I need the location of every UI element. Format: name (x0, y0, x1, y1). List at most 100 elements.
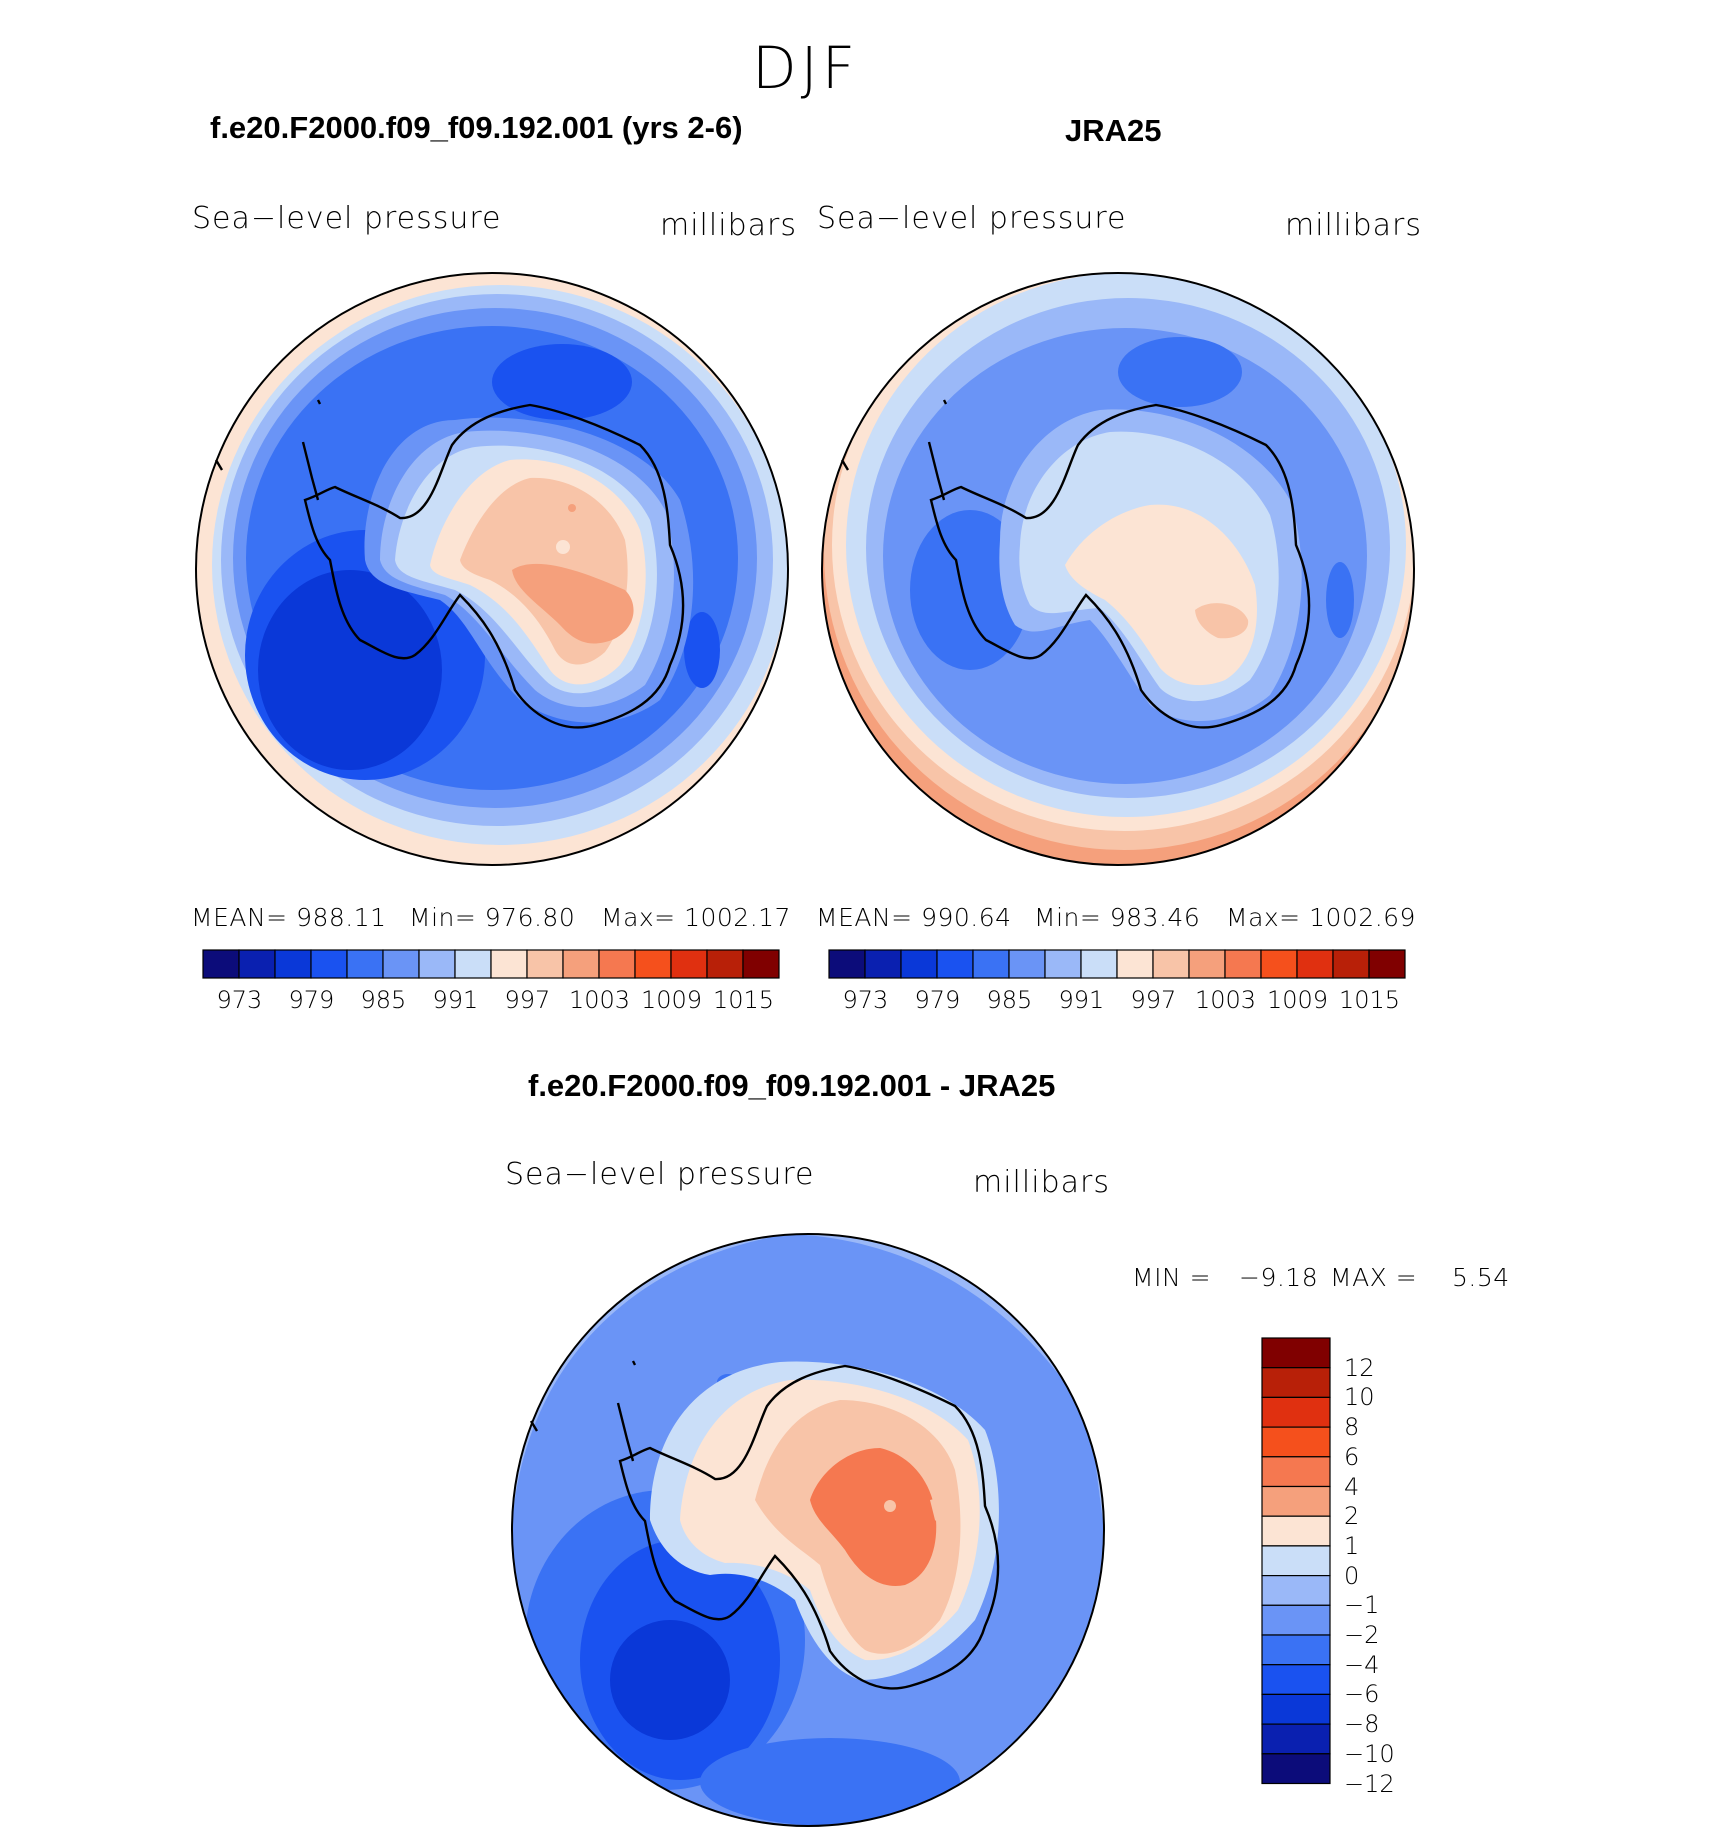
colorbar-difference-swatch (1261, 1485, 1331, 1517)
colorbar-model-tick-label: 985 (360, 986, 407, 1014)
colorbar-difference-tick-label: 1 (1344, 1531, 1360, 1560)
colorbar-difference-tick-label: −1 (1344, 1591, 1380, 1620)
colorbar-model-swatch (706, 949, 744, 979)
diff-max-label: MAX = (1330, 1263, 1418, 1292)
colorbar-difference-swatch (1261, 1753, 1331, 1785)
season-title: DJF (752, 34, 860, 102)
colorbar-obs-swatch (1224, 949, 1262, 979)
colorbar-model-swatch (742, 949, 780, 979)
colorbar-difference-tick-label: 10 (1344, 1383, 1375, 1412)
colorbar-model-tick-label: 997 (504, 986, 551, 1014)
colorbar-difference-tick-label: −6 (1344, 1680, 1380, 1709)
panel-model-title: f.e20.F2000.f09_f09.192.001 (yrs 2-6) (210, 110, 743, 145)
colorbar-obs-tick-label: 979 (914, 986, 961, 1014)
colorbar-difference-tick-label: 0 (1344, 1561, 1360, 1590)
colorbar-obs-swatch (1044, 949, 1082, 979)
colorbar-difference-tick-label: 4 (1344, 1472, 1360, 1501)
map-model (196, 273, 788, 865)
colorbar-difference-swatch (1261, 1574, 1331, 1606)
colorbar-obs-tick-label: 1003 (1195, 986, 1257, 1014)
colorbar-difference-swatch (1261, 1545, 1331, 1577)
panel-model-mean: MEAN= 988.11 (191, 903, 387, 932)
colorbar-obs-swatch (1296, 949, 1334, 979)
colorbar-model-tick-label: 1009 (641, 986, 703, 1014)
colorbar-difference-swatch (1261, 1604, 1331, 1636)
panel-model-left-label: Sea−level pressure (192, 201, 502, 236)
colorbar-obs-tick-label: 1015 (1339, 986, 1401, 1014)
panel-obs-mean: MEAN= 990.64 (816, 903, 1012, 932)
colorbar-obs-swatch (936, 949, 974, 979)
colorbar-model-tick-label: 991 (432, 986, 479, 1014)
panel-obs-max: Max= 1002.69 (1226, 903, 1416, 932)
colorbar-difference-swatch (1261, 1456, 1331, 1488)
colorbar-obs-tick-label: 1009 (1267, 986, 1329, 1014)
colorbar-obs-tick-label: 985 (986, 986, 1033, 1014)
colorbar-obs-tick-label: 991 (1058, 986, 1105, 1014)
colorbar-model-swatch (526, 949, 564, 979)
colorbar-difference-tick-label: −8 (1344, 1710, 1380, 1739)
antarctica-coastline-model (303, 403, 685, 729)
diff-min-label: MIN = (1132, 1263, 1212, 1292)
colorbar-difference-tick-label: −10 (1344, 1739, 1395, 1768)
colorbar-difference-swatch (1261, 1337, 1331, 1369)
colorbar-model-tick-label: 1015 (713, 986, 775, 1014)
colorbar-model-swatch (634, 949, 672, 979)
colorbar-difference-swatch (1261, 1693, 1331, 1725)
panel-obs-left-label: Sea−level pressure (817, 201, 1127, 236)
colorbar-difference-tick-label: −4 (1344, 1650, 1380, 1679)
panel-diff-left-label: Sea−level pressure (505, 1157, 815, 1192)
colorbar-model-swatch (202, 949, 240, 979)
panel-model-min: Min= 976.80 (409, 903, 576, 932)
diff-max-value: 5.54 (1452, 1263, 1510, 1292)
colorbar-obs-swatch (828, 949, 866, 979)
colorbar-difference-swatch (1261, 1634, 1331, 1666)
panel-diff-right-label: millibars (973, 1165, 1110, 1200)
colorbar-model-swatch (670, 949, 708, 979)
colorbar-obs-swatch (1332, 949, 1370, 979)
colorbar-obs-swatch (900, 949, 938, 979)
panel-model-right-label: millibars (660, 208, 797, 243)
map-obs (822, 273, 1414, 865)
colorbar-obs-tick-label: 973 (842, 986, 889, 1014)
colorbar-model-swatch (274, 949, 312, 979)
colorbar-obs-swatch (1260, 949, 1298, 979)
colorbar-model-tick-label: 979 (288, 986, 335, 1014)
antarctica-coastline-diff (618, 1364, 1000, 1690)
colorbar-difference-tick-label: −12 (1344, 1769, 1395, 1798)
colorbar-difference-swatch (1261, 1426, 1331, 1458)
colorbar-difference-swatch (1261, 1396, 1331, 1428)
colorbar-difference-tick-label: 6 (1344, 1442, 1360, 1471)
colorbar-obs-swatch (1080, 949, 1118, 979)
colorbar-difference-swatch (1261, 1367, 1331, 1398)
colorbar-model-swatch (418, 949, 456, 979)
colorbar-difference-tick-label: −2 (1344, 1621, 1380, 1649)
colorbar-model-swatch (346, 949, 384, 979)
colorbar-model-swatch (454, 949, 492, 979)
antarctica-coastline-obs (929, 403, 1311, 729)
colorbar-obs (828, 949, 1406, 979)
colorbar-obs-swatch (1152, 949, 1190, 979)
panel-obs-min: Min= 983.46 (1034, 903, 1201, 932)
colorbar-obs-swatch (1008, 949, 1046, 979)
panel-obs-right-label: millibars (1285, 208, 1422, 243)
colorbar-model-swatch (562, 949, 600, 979)
colorbar-difference-swatch (1261, 1664, 1331, 1695)
colorbar-obs-swatch (1116, 949, 1154, 979)
panel-model-max: Max= 1002.17 (601, 903, 791, 932)
colorbar-difference-swatch (1261, 1515, 1331, 1547)
panel-diff-title: f.e20.F2000.f09_f09.192.001 - JRA25 (528, 1068, 1056, 1103)
colorbar-obs-swatch (972, 949, 1010, 979)
colorbar-model-swatch (310, 949, 348, 979)
colorbar-obs-swatch (864, 949, 902, 979)
colorbar-difference-tick-label: 2 (1344, 1502, 1360, 1531)
colorbar-difference-swatch (1261, 1723, 1331, 1755)
colorbar-obs-tick-label: 997 (1130, 986, 1177, 1014)
panel-obs-title: JRA25 (1065, 113, 1162, 148)
colorbar-difference (1261, 1337, 1331, 1785)
colorbar-model-swatch (598, 949, 636, 979)
diff-min-value: −9.18 (1239, 1263, 1319, 1292)
colorbar-model-tick-label: 973 (216, 986, 263, 1014)
colorbar-model-tick-label: 1003 (569, 986, 631, 1014)
colorbar-obs-swatch (1368, 949, 1406, 979)
